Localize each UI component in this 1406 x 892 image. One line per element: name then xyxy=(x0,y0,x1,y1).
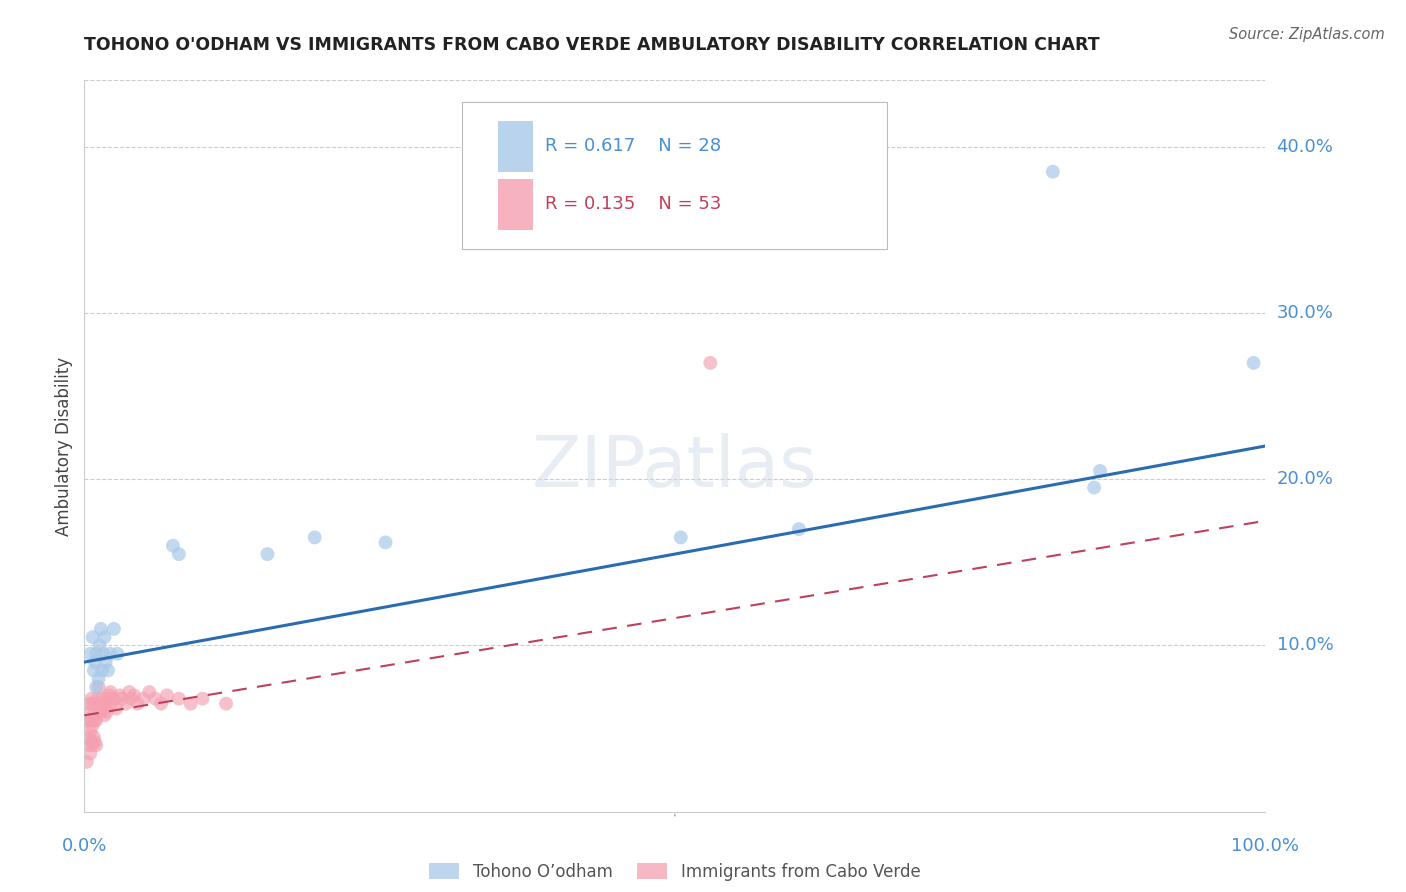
Point xyxy=(97,691,120,706)
Point xyxy=(96,705,118,719)
Point xyxy=(118,685,141,699)
Point xyxy=(77,697,100,711)
Point xyxy=(80,691,103,706)
Point xyxy=(84,714,107,728)
Point xyxy=(138,685,160,699)
Point xyxy=(215,697,238,711)
Point xyxy=(167,691,190,706)
Text: 10.0%: 10.0% xyxy=(1277,637,1333,655)
Point xyxy=(1083,481,1105,495)
Y-axis label: Ambulatory Disability: Ambulatory Disability xyxy=(55,357,73,535)
Point xyxy=(91,647,114,661)
Point xyxy=(79,725,101,739)
Point xyxy=(84,655,107,669)
Point xyxy=(77,738,100,752)
Point xyxy=(167,547,190,561)
Point xyxy=(103,691,125,706)
Text: 30.0%: 30.0% xyxy=(1277,304,1333,322)
FancyBboxPatch shape xyxy=(498,178,533,230)
Point xyxy=(91,701,114,715)
Text: 20.0%: 20.0% xyxy=(1277,470,1333,488)
Point xyxy=(256,547,278,561)
Point xyxy=(90,705,112,719)
Point xyxy=(669,530,692,544)
Point xyxy=(107,647,129,661)
Text: R = 0.617    N = 28: R = 0.617 N = 28 xyxy=(546,137,721,155)
Point xyxy=(94,697,117,711)
Point xyxy=(82,718,104,732)
Point xyxy=(77,730,100,744)
Point xyxy=(787,522,810,536)
Point xyxy=(84,714,107,728)
Point xyxy=(87,672,110,686)
Point xyxy=(84,647,107,661)
Point xyxy=(91,691,114,706)
Text: ZIPatlas: ZIPatlas xyxy=(531,434,818,502)
Point xyxy=(91,664,114,678)
Point xyxy=(132,691,155,706)
FancyBboxPatch shape xyxy=(498,120,533,172)
Point xyxy=(83,730,105,744)
Text: 40.0%: 40.0% xyxy=(1277,137,1333,156)
Point xyxy=(93,630,115,644)
Point xyxy=(127,697,149,711)
Point xyxy=(76,755,98,769)
Point xyxy=(89,639,111,653)
Text: R = 0.135    N = 53: R = 0.135 N = 53 xyxy=(546,195,721,213)
Point xyxy=(79,747,101,761)
Point xyxy=(77,714,100,728)
Point xyxy=(1042,164,1064,178)
Point xyxy=(105,701,128,715)
Point xyxy=(1088,464,1111,478)
Point xyxy=(98,647,121,661)
Legend: Tohono O’odham, Immigrants from Cabo Verde: Tohono O’odham, Immigrants from Cabo Ver… xyxy=(423,856,927,888)
Point xyxy=(100,697,122,711)
FancyBboxPatch shape xyxy=(463,103,887,249)
Point xyxy=(98,689,121,703)
Point xyxy=(89,697,111,711)
Point xyxy=(84,680,107,694)
Point xyxy=(93,708,115,723)
Text: Source: ZipAtlas.com: Source: ZipAtlas.com xyxy=(1229,27,1385,42)
Point xyxy=(84,735,107,749)
Point xyxy=(304,530,326,544)
Point xyxy=(103,622,125,636)
Point xyxy=(97,664,120,678)
Point xyxy=(86,691,108,706)
Point xyxy=(90,622,112,636)
Point xyxy=(699,356,721,370)
Point xyxy=(83,708,105,723)
Point xyxy=(1243,356,1265,370)
Point xyxy=(79,705,101,719)
Point xyxy=(374,535,396,549)
Point xyxy=(162,539,184,553)
Point xyxy=(180,697,202,711)
Point xyxy=(79,647,101,661)
Point xyxy=(111,691,134,706)
Point xyxy=(87,680,110,694)
Point xyxy=(82,738,104,752)
Point xyxy=(191,691,214,706)
Point xyxy=(94,655,117,669)
Text: TOHONO O'ODHAM VS IMMIGRANTS FROM CABO VERDE AMBULATORY DISABILITY CORRELATION C: TOHONO O'ODHAM VS IMMIGRANTS FROM CABO V… xyxy=(84,36,1099,54)
Point xyxy=(114,697,136,711)
Point xyxy=(84,738,107,752)
Point xyxy=(98,685,121,699)
Point xyxy=(108,689,131,703)
Point xyxy=(77,714,100,728)
Point xyxy=(82,630,104,644)
Point xyxy=(83,664,105,678)
Point xyxy=(80,735,103,749)
Point xyxy=(143,691,166,706)
Point xyxy=(156,689,179,703)
Text: 100.0%: 100.0% xyxy=(1232,837,1299,855)
Point xyxy=(121,691,143,706)
Text: 0.0%: 0.0% xyxy=(62,837,107,855)
Point xyxy=(80,714,103,728)
Point xyxy=(150,697,173,711)
Point xyxy=(82,697,104,711)
Point xyxy=(122,689,145,703)
